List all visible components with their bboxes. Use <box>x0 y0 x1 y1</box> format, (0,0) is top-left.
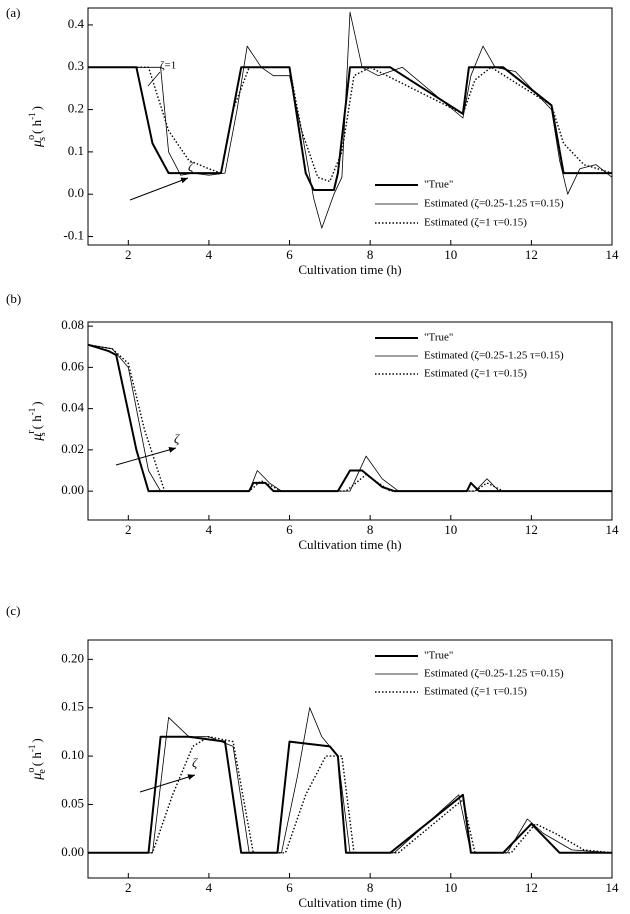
y-axis-label: μoe ( h-1) <box>26 738 48 780</box>
x-tick-label: 10 <box>444 522 457 537</box>
annotation-zeta-1: ζ=1 <box>160 60 176 72</box>
annotation-pointer <box>147 71 161 87</box>
y-tick-label: 0.2 <box>68 101 84 116</box>
y-tick-label: 0.4 <box>68 16 85 31</box>
y-tick-label: 0.1 <box>68 143 84 158</box>
y-tick-label: 0.10 <box>61 747 84 762</box>
series-line <box>88 11 613 229</box>
series-line <box>88 736 613 854</box>
legend-label: "True" <box>424 179 453 191</box>
y-label-sub: e <box>37 769 48 774</box>
x-tick-label: 14 <box>606 247 620 262</box>
y-axis-label: μrs ( h-1) <box>26 401 48 441</box>
x-tick-label: 12 <box>525 247 538 262</box>
x-tick-label: 14 <box>606 522 620 537</box>
x-tick-label: 8 <box>367 247 374 262</box>
y-tick-label: 0.20 <box>61 650 84 665</box>
x-tick-label: 2 <box>125 522 132 537</box>
y-label-symbol: μ <box>30 434 45 442</box>
plot-frame <box>87 321 613 521</box>
legend-label: "True" <box>424 650 453 662</box>
series-line <box>88 735 612 854</box>
y-axis-label: μos ( h-1) <box>26 106 48 148</box>
y-tick-label: 0.00 <box>61 482 84 497</box>
annotation-arrow <box>115 447 177 466</box>
series-line <box>87 344 612 492</box>
panel-label: (c) <box>6 603 20 618</box>
y-tick-label: 0.3 <box>68 58 84 73</box>
plot-frame <box>87 7 613 246</box>
y-label-sub: s <box>37 432 48 436</box>
y-tick-label: 0.0 <box>68 185 84 200</box>
x-tick-label: 4 <box>206 880 213 895</box>
x-tick-label: 6 <box>286 880 293 895</box>
panel-label: (a) <box>6 5 20 20</box>
x-tick-label: 8 <box>367 880 374 895</box>
y-label-unit: ( h <box>29 752 44 767</box>
y-label-exp: -1 <box>27 112 37 120</box>
y-label-unit: ( h <box>29 415 44 430</box>
x-tick-label: 4 <box>206 522 213 537</box>
x-tick-label: 8 <box>367 522 374 537</box>
x-tick-label: 10 <box>444 880 457 895</box>
panel-label: (b) <box>6 291 21 306</box>
x-tick-label: 6 <box>286 247 293 262</box>
x-tick-label: 4 <box>206 247 213 262</box>
x-tick-label: 12 <box>525 880 538 895</box>
y-tick-label: 0.08 <box>61 317 84 332</box>
legend-label: "True" <box>424 332 453 344</box>
y-label-unit: ( h <box>29 119 44 134</box>
annotation-zeta: ζ <box>188 159 194 174</box>
legend-label: Estimated (ζ=0.25-1.25 τ=0.15) <box>424 668 564 680</box>
annotation-arrow <box>129 177 189 201</box>
y-label-close: ) <box>29 106 44 110</box>
series-line <box>87 344 612 492</box>
annotation-zeta: ζ <box>174 431 180 446</box>
legend-label: Estimated (ζ=1 τ=0.15) <box>424 686 527 698</box>
x-tick-label: 14 <box>606 880 620 895</box>
series-line <box>88 66 613 183</box>
y-label-exp: -1 <box>27 745 37 753</box>
y-tick-label: 0.02 <box>61 441 84 456</box>
y-label-close: ) <box>29 738 44 742</box>
y-tick-label: 0.06 <box>61 358 84 373</box>
legend-label: Estimated (ζ=1 τ=0.15) <box>424 368 527 380</box>
x-axis-label: Cultivation time (h) <box>298 262 401 277</box>
x-axis-label: Cultivation time (h) <box>298 895 401 910</box>
y-label-sup: r <box>26 430 37 434</box>
y-label-sup: o <box>26 768 37 773</box>
y-tick-label: 0.15 <box>61 699 84 714</box>
y-label-symbol: μ <box>30 773 45 781</box>
y-label-sup: o <box>26 135 37 140</box>
y-tick-label: 0.04 <box>61 400 84 415</box>
x-tick-label: 2 <box>125 247 132 262</box>
legend-label: Estimated (ζ=0.25-1.25 τ=0.15) <box>424 198 564 210</box>
y-label-symbol: μ <box>30 140 45 148</box>
x-tick-label: 2 <box>125 880 132 895</box>
y-tick-label: 0.05 <box>61 795 84 810</box>
y-tick-label: 0.00 <box>61 844 84 859</box>
legend-label: Estimated (ζ=0.25-1.25 τ=0.15) <box>424 350 564 362</box>
y-tick-label: -0.1 <box>63 228 84 243</box>
plot-frame <box>87 639 613 879</box>
legend-label: Estimated (ζ=1 τ=0.15) <box>424 217 527 229</box>
series-line <box>87 343 612 493</box>
x-tick-label: 12 <box>525 522 538 537</box>
y-label-sub: s <box>37 137 48 141</box>
y-label-exp: -1 <box>27 408 37 416</box>
y-label-close: ) <box>29 401 44 405</box>
x-tick-label: 6 <box>286 522 293 537</box>
annotation-zeta: ζ <box>192 755 198 770</box>
annotation-arrow <box>139 774 196 793</box>
series-line <box>88 66 612 191</box>
x-axis-label: Cultivation time (h) <box>298 537 401 552</box>
x-tick-label: 10 <box>444 247 457 262</box>
series-line <box>88 707 613 854</box>
